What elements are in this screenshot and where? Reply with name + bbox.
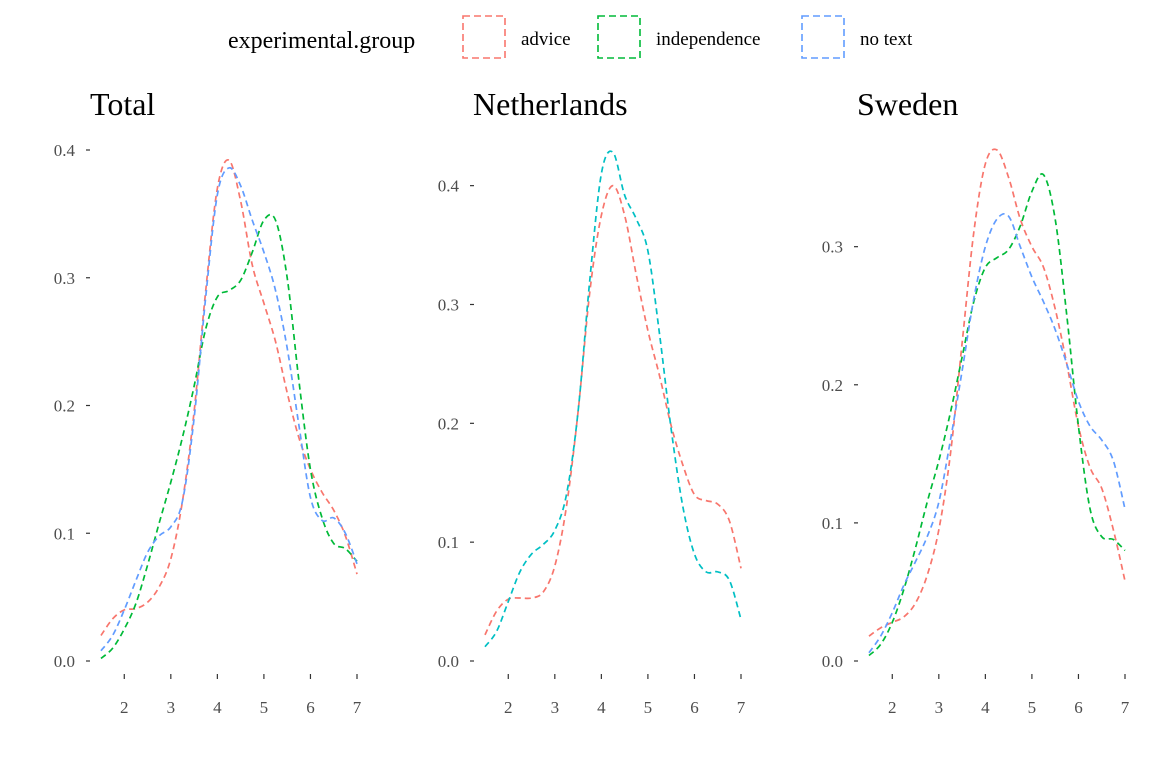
- y-tick-label-total: 0.1: [54, 524, 75, 543]
- x-tick-label-sweden: 4: [981, 698, 990, 717]
- panel-title-netherlands: Netherlands: [473, 86, 628, 122]
- density-line-independence-total: [100, 213, 358, 660]
- panel-title-sweden: Sweden: [857, 86, 958, 122]
- x-tick-label-sweden: 7: [1121, 698, 1130, 717]
- legend-item-independence: independence: [597, 15, 760, 59]
- x-tick-label-total: 6: [306, 698, 315, 717]
- x-tick-label-sweden: 6: [1074, 698, 1083, 717]
- density-line-advice-netherlands: [484, 184, 742, 636]
- y-tick-label-netherlands: 0.1: [438, 533, 459, 552]
- y-tick-label-total: 0.0: [54, 652, 75, 671]
- panel-title-total: Total: [90, 86, 155, 122]
- legend-key-independence: [597, 15, 641, 59]
- x-tick-label-netherlands: 3: [551, 698, 560, 717]
- legend: experimental.group advice independence n…: [228, 15, 913, 59]
- y-tick-label-sweden: 0.0: [822, 652, 843, 671]
- panel-total: Total 0.0 0.1 0.2 0.3 0.4 2 3 4 5 6 7: [54, 86, 362, 717]
- x-tick-label-total: 2: [120, 698, 129, 717]
- y-tick-label-netherlands: 0.0: [438, 652, 459, 671]
- legend-key-no-text: [801, 15, 845, 59]
- y-tick-label-netherlands: 0.3: [438, 295, 459, 314]
- x-tick-label-netherlands: 6: [690, 698, 699, 717]
- density-line-no-text-sweden: [868, 212, 1126, 654]
- x-tick-label-sweden: 5: [1028, 698, 1037, 717]
- panel-sweden: Sweden 0.0 0.1 0.2 0.3 2 3 4 5 6 7: [822, 86, 1130, 717]
- y-tick-label-total: 0.2: [54, 397, 75, 416]
- x-tick-label-netherlands: 4: [597, 698, 606, 717]
- legend-key-advice: [462, 15, 506, 59]
- y-tick-label-netherlands: 0.4: [438, 177, 460, 196]
- y-tick-label-netherlands: 0.2: [438, 414, 459, 433]
- x-tick-label-netherlands: 5: [644, 698, 653, 717]
- legend-item-advice: advice: [462, 15, 571, 59]
- y-tick-label-total: 0.3: [54, 269, 75, 288]
- legend-label-independence: independence: [656, 29, 760, 50]
- panel-netherlands: Netherlands 0.0 0.1 0.2 0.3 0.4 2 3 4 5 6 7: [438, 86, 746, 717]
- density-line-advice-total: [100, 159, 358, 636]
- x-tick-label-netherlands: 2: [504, 698, 513, 717]
- density-line-advice-sweden: [868, 148, 1126, 637]
- density-line-independence-sweden: [868, 173, 1126, 657]
- facet-panels: Total 0.0 0.1 0.2 0.3 0.4 2 3 4 5 6 7 Netherlands 0.0…: [54, 86, 1130, 717]
- density-line-independence-netherlands: [484, 150, 742, 648]
- legend-item-no-text: no text: [801, 15, 913, 59]
- y-tick-label-sweden: 0.1: [822, 514, 843, 533]
- x-tick-label-total: 7: [353, 698, 362, 717]
- x-tick-label-total: 3: [167, 698, 176, 717]
- x-tick-label-total: 4: [213, 698, 222, 717]
- y-tick-label-sweden: 0.3: [822, 238, 843, 257]
- y-tick-label-sweden: 0.2: [822, 376, 843, 395]
- x-tick-label-netherlands: 7: [737, 698, 746, 717]
- x-tick-label-sweden: 2: [888, 698, 897, 717]
- legend-title: experimental.group: [228, 28, 415, 54]
- x-tick-label-sweden: 3: [935, 698, 944, 717]
- x-tick-label-total: 5: [260, 698, 269, 717]
- legend-label-advice: advice: [521, 29, 571, 50]
- legend-label-no-text: no text: [860, 29, 913, 50]
- density-line-no-text-total: [100, 167, 358, 652]
- y-tick-label-total: 0.4: [54, 141, 76, 160]
